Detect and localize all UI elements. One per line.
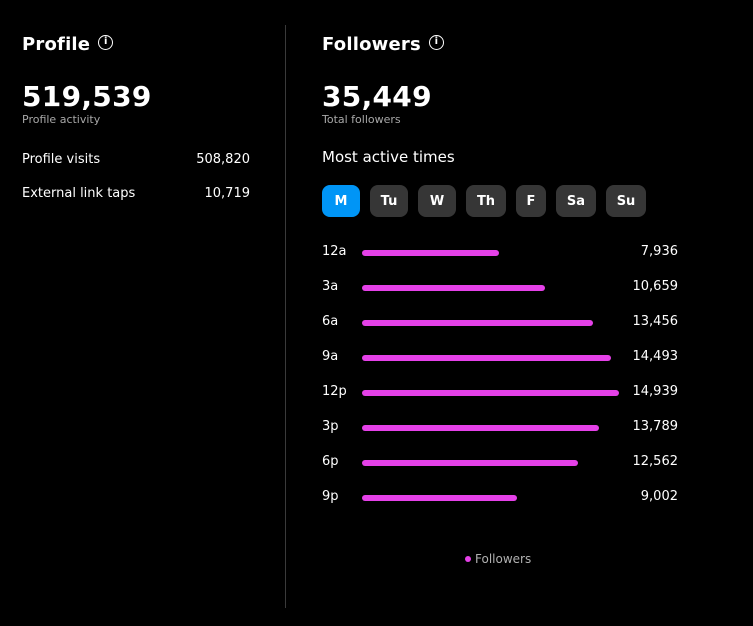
- chart-bar: [362, 250, 499, 256]
- chart-row: 12p 14,939: [322, 384, 682, 420]
- profile-stats: Profile visits 508,820 External link tap…: [22, 142, 250, 210]
- chart-row: 9a 14,493: [322, 349, 682, 385]
- time-label: 9a: [322, 349, 339, 364]
- chart-row: 6a 13,456: [322, 314, 682, 350]
- chart-bar: [362, 355, 612, 361]
- time-label: 3a: [322, 279, 339, 294]
- stat-row-profile-visits: Profile visits 508,820: [22, 142, 250, 176]
- followers-total: 35,449: [322, 80, 432, 113]
- chart-bar: [362, 390, 619, 396]
- chart-row: 12a 7,936: [322, 244, 682, 280]
- chart-row: 3a 10,659: [322, 279, 682, 315]
- bar-value-label: 9,002: [640, 489, 678, 504]
- time-label: 6p: [322, 454, 339, 469]
- bar-value-label: 14,939: [632, 384, 679, 399]
- bar-value-label: 14,493: [632, 349, 679, 364]
- time-label: 12p: [322, 384, 347, 399]
- chart-bar: [362, 460, 579, 466]
- profile-title: Profile: [22, 33, 91, 55]
- most-active-title: Most active times: [322, 148, 455, 166]
- stat-label: External link taps: [22, 185, 136, 201]
- chart-row: 9p 9,002: [322, 489, 682, 525]
- chart-row: 3p 13,789: [322, 419, 682, 455]
- most-active-chart: 12a 7,936 3a 10,659 6a 13,456 9a 14,493 12p 14,93…: [322, 244, 682, 525]
- legend-label: Followers: [475, 552, 532, 566]
- profile-activity-label: Profile activity: [22, 113, 101, 126]
- legend-dot-icon: [465, 556, 471, 562]
- profile-activity-total: 519,539: [22, 80, 152, 113]
- stat-row-external-link-taps: External link taps 10,719: [22, 176, 250, 210]
- followers-total-label: Total followers: [322, 113, 401, 126]
- chart-legend: Followers: [465, 552, 531, 566]
- bar-value-label: 13,789: [632, 419, 679, 434]
- chart-bar: [362, 425, 600, 431]
- bar-value-label: 7,936: [640, 244, 678, 259]
- stat-value: 10,719: [204, 185, 251, 201]
- followers-panel: Followers i 35,449 Total followers Most …: [322, 30, 682, 566]
- day-tab-tu[interactable]: Tu: [370, 185, 408, 217]
- bar-value-label: 12,562: [632, 454, 679, 469]
- day-tab-th[interactable]: Th: [466, 185, 506, 217]
- time-label: 12a: [322, 244, 347, 259]
- day-tab-m[interactable]: M: [322, 185, 360, 217]
- day-tab-sa[interactable]: Sa: [556, 185, 596, 217]
- panel-divider: [285, 25, 286, 608]
- chart-bar: [362, 320, 594, 326]
- profile-header: Profile i: [22, 30, 250, 58]
- day-selector: M Tu W Th F Sa Su: [322, 185, 682, 217]
- bar-value-label: 10,659: [632, 279, 679, 294]
- time-label: 9p: [322, 489, 339, 504]
- day-tab-w[interactable]: W: [418, 185, 456, 217]
- followers-header: Followers i: [322, 30, 682, 58]
- chart-row: 6p 12,562: [322, 454, 682, 490]
- time-label: 6a: [322, 314, 339, 329]
- chart-bar: [362, 495, 517, 501]
- day-tab-f[interactable]: F: [516, 185, 546, 217]
- info-icon[interactable]: i: [428, 34, 444, 50]
- stat-label: Profile visits: [22, 151, 101, 167]
- followers-title: Followers: [322, 33, 421, 55]
- stat-value: 508,820: [196, 151, 250, 167]
- chart-bar: [362, 285, 546, 291]
- bar-value-label: 13,456: [632, 314, 679, 329]
- profile-panel: Profile i 519,539 Profile activity Profi…: [22, 30, 250, 210]
- time-label: 3p: [322, 419, 339, 434]
- info-icon[interactable]: i: [98, 34, 114, 50]
- day-tab-su[interactable]: Su: [606, 185, 646, 217]
